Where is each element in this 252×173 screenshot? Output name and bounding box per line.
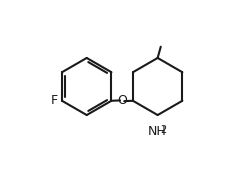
Text: O: O: [117, 94, 127, 107]
Text: NH: NH: [147, 125, 166, 138]
Text: 2: 2: [160, 125, 166, 135]
Text: F: F: [50, 94, 57, 107]
